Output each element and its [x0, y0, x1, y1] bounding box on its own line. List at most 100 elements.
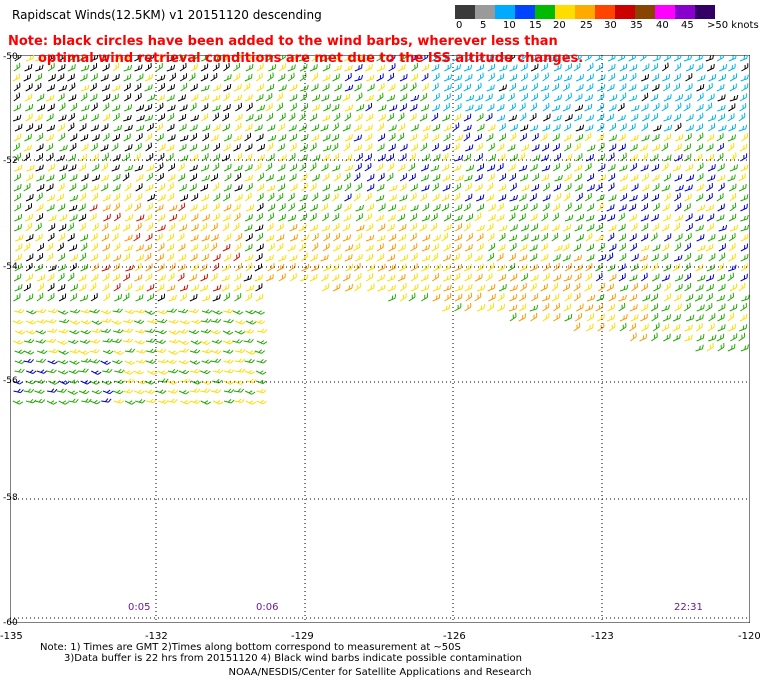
wind-barb	[729, 192, 737, 202]
wind-barb	[454, 303, 462, 312]
wind-barb	[587, 144, 596, 152]
wind-barb	[529, 244, 538, 252]
wind-barb	[245, 114, 254, 122]
wind-barb	[498, 123, 506, 132]
wind-barb	[629, 304, 638, 312]
wind-barb	[552, 212, 559, 222]
wind-barb	[278, 203, 286, 212]
wind-barb	[91, 222, 99, 232]
wind-barb	[727, 113, 735, 122]
wind-barb	[563, 303, 572, 312]
wind-barb	[57, 73, 65, 82]
wind-barb	[685, 213, 693, 222]
wind-barb	[563, 123, 571, 132]
wind-barb	[23, 152, 31, 162]
wind-barb	[235, 102, 242, 112]
wind-barb	[716, 333, 725, 342]
wind-barb	[25, 233, 34, 242]
wind-barb	[673, 73, 681, 82]
wind-barb	[59, 164, 68, 172]
wind-barb	[81, 173, 89, 182]
wind-barb	[133, 232, 141, 242]
wind-barb	[697, 274, 706, 282]
wind-barb	[378, 153, 386, 162]
wind-barb	[256, 388, 267, 394]
wind-barb	[574, 264, 583, 272]
wind-barb	[520, 224, 530, 232]
wind-barb	[738, 124, 748, 132]
wind-barb	[90, 399, 101, 405]
wind-barb	[586, 173, 595, 182]
wind-barb	[355, 113, 363, 122]
wind-barb	[37, 349, 48, 354]
wind-barb	[706, 63, 715, 72]
wind-barb	[674, 202, 682, 212]
wind-barb	[145, 338, 157, 343]
wind-barb	[166, 308, 178, 313]
wind-barb	[35, 339, 47, 344]
wind-barb	[100, 183, 109, 192]
wind-barb	[400, 254, 409, 262]
wind-barb	[122, 338, 134, 343]
wind-barb	[432, 203, 441, 212]
wind-barb	[519, 243, 528, 252]
wind-barb	[201, 143, 210, 152]
wind-barb	[254, 349, 266, 354]
wind-barb	[488, 242, 496, 252]
longitude-label: -126	[443, 631, 466, 642]
wind-barb	[408, 292, 416, 302]
wind-barb	[57, 203, 66, 212]
wind-barb	[619, 123, 627, 132]
wind-barb	[563, 192, 571, 202]
wind-barb	[376, 253, 385, 262]
wind-barb	[510, 153, 518, 162]
wind-barb	[122, 153, 130, 162]
wind-barb	[364, 213, 372, 222]
wind-barb	[540, 243, 548, 252]
wind-barb	[179, 104, 188, 112]
wind-barb	[529, 113, 537, 122]
wind-barb	[135, 329, 146, 334]
wind-barb	[454, 103, 462, 112]
wind-barb	[377, 143, 385, 152]
wind-barb	[421, 244, 431, 252]
wind-barb	[190, 83, 198, 92]
wind-barb	[124, 244, 133, 252]
wind-barb	[80, 242, 88, 252]
wind-barb	[542, 194, 551, 202]
wind-barb	[58, 84, 68, 92]
wind-barb	[13, 193, 21, 202]
wind-barb	[167, 389, 179, 394]
wind-barb	[234, 122, 242, 132]
wind-barb	[486, 223, 494, 232]
wind-barb	[728, 264, 737, 272]
wind-barb	[422, 124, 431, 132]
wind-barb	[145, 73, 153, 82]
wind-barb	[443, 102, 450, 112]
wind-barb	[223, 134, 232, 142]
wind-barb	[135, 399, 146, 404]
wind-barb	[47, 308, 59, 314]
wind-barb	[397, 64, 406, 72]
wind-barb	[57, 123, 65, 132]
wind-barb	[300, 213, 308, 222]
wind-barb	[663, 114, 672, 122]
wind-barb	[45, 143, 53, 152]
wind-barb	[36, 93, 45, 102]
wind-barb	[685, 114, 694, 122]
wind-barb	[486, 133, 494, 142]
wind-barb	[388, 204, 397, 212]
wind-barb	[562, 283, 571, 292]
wind-barb	[652, 144, 661, 152]
wind-barb	[309, 274, 318, 282]
wind-barb	[474, 254, 483, 262]
wind-barb	[256, 72, 263, 82]
wind-barb	[287, 72, 295, 82]
wind-barb	[530, 213, 538, 222]
wind-barb	[531, 132, 539, 142]
wind-barb	[529, 163, 538, 172]
wind-barb	[287, 192, 295, 202]
wind-barb	[716, 84, 725, 92]
wind-barb	[575, 124, 585, 132]
wind-barb	[540, 253, 549, 262]
